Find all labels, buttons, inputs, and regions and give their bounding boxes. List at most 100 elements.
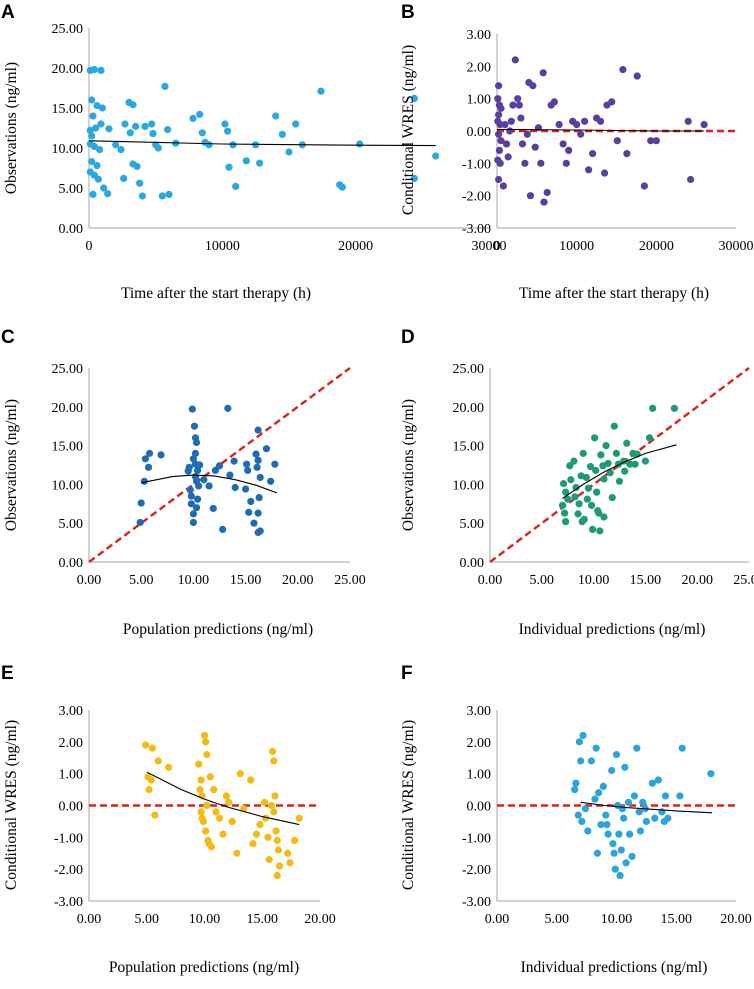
panel-d: D 0.00 5.00 10.00 15.00 20.00 25.00 0.00 5.00 1… [400,327,754,638]
data-point [684,117,692,125]
y-axis-title: Observations (ng/ml) [400,399,417,531]
data-point [229,141,237,149]
data-point [616,871,624,880]
panel-letter: D [401,327,415,348]
y-tick-label: 0.00 [59,556,84,571]
data-point [593,488,601,496]
data-point [611,865,619,873]
data-point [219,525,227,534]
data-point [603,821,611,829]
data-point [539,69,547,77]
y-tick-label: 1.00 [467,93,492,108]
data-point [89,112,97,120]
y-tick-label: 0.00 [460,556,485,571]
data-point [589,150,597,158]
data-point [501,120,509,129]
trend-line [562,444,677,499]
data-point [623,439,631,447]
data-point [242,157,250,165]
y-axis-title: Conditional WRES (ng/ml) [3,720,20,890]
data-point [608,98,616,106]
data-point [630,792,639,800]
data-point [615,477,624,485]
data-point [531,143,539,151]
data-point [165,763,173,771]
data-point [256,473,264,482]
data-point [157,451,165,459]
data-point [597,821,605,829]
data-point [272,112,280,120]
x-tick-label: 10.00 [578,573,610,588]
data-point [286,859,294,867]
x-axis-title: Population predictions (ng/ml) [109,959,299,976]
y-tick-label: 3.00 [467,704,492,719]
data-point [236,770,244,778]
data-point [209,504,217,513]
data-point [573,120,581,129]
x-tick-label: 25.00 [334,573,366,588]
data-point [104,190,112,198]
data-point [254,509,262,517]
data-point [243,460,251,468]
data-point [154,757,162,765]
data-point [256,159,264,167]
y-tick-label: 10.00 [453,478,485,493]
x-tick-label: 15.00 [230,573,262,588]
data-point [260,798,269,806]
data-point [206,773,214,781]
reference-line [489,367,750,563]
panel-b: B -3.00 -2.00 -1.00 0.00 1.00 2.00 3.00 0 10000… [400,2,754,302]
data-point [567,476,575,484]
data-point [664,814,672,822]
data-point [594,507,602,515]
data-point [596,117,605,125]
y-tick-label: -1.00 [462,831,491,846]
data-point [89,190,97,198]
data-point [610,849,618,857]
data-point [622,859,630,867]
x-tick-label: 0.00 [77,573,102,588]
x-axis-title: Individual predictions (ng/ml) [521,959,708,976]
panel-e: E -3.00 -2.00 -1.00 0.00 1.00 2.00 3.00 0.00 5.… [1,663,336,976]
data-point [686,175,695,184]
data-point [615,830,623,838]
data-point [647,137,655,145]
data-point [537,159,545,167]
y-tick-labels: -3.00 -2.00 -1.00 0.00 1.00 2.00 3.00 [462,28,491,237]
data-point [267,477,275,485]
x-tick-label: 15.00 [247,912,279,927]
x-tick-label: 30000 [472,239,507,254]
data-point [587,757,596,765]
data-point [338,183,346,191]
data-point [271,460,279,468]
data-point [356,140,364,148]
points-group [136,404,279,537]
x-tick-label: 15.00 [630,573,662,588]
data-point [164,126,172,134]
data-point [185,463,193,471]
data-point [594,789,603,797]
y-tick-labels: 0.00 5.00 10.00 15.00 20.00 25.00 [52,22,84,237]
data-point [574,811,582,819]
data-point [566,462,574,470]
data-point [640,182,648,190]
data-point [587,501,596,509]
data-point [577,130,585,138]
data-point [88,132,96,140]
x-tick-labels: 0.00 5.00 10.00 15.00 20.00 [77,912,336,927]
data-point [574,510,582,518]
data-point [94,175,102,183]
data-point [651,814,659,822]
data-point [202,738,210,746]
data-point [121,120,129,128]
data-point [215,462,224,470]
data-point [564,495,572,503]
points-group [558,404,679,535]
data-point [317,87,325,95]
data-point [572,483,580,492]
data-point [514,95,522,103]
data-point [579,731,587,740]
data-point [496,159,504,167]
data-point [225,163,233,171]
